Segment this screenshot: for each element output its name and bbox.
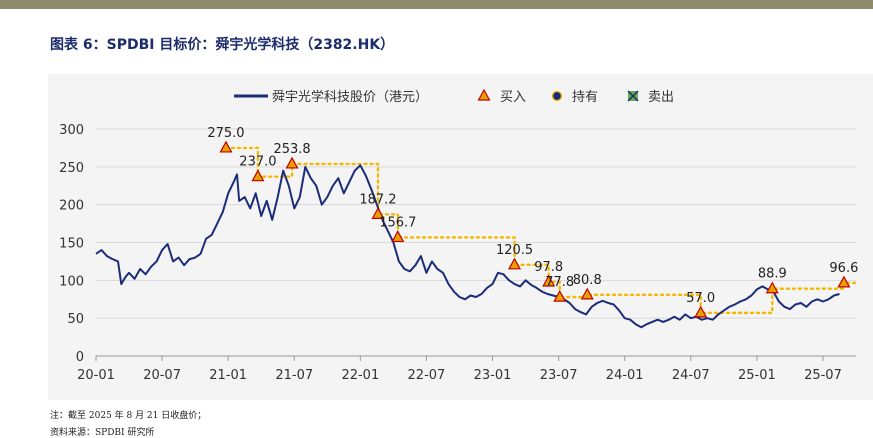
legend-buy-icon [477,88,491,101]
buy-marker [251,169,265,182]
x-tick-label: 25-07 [804,368,842,383]
legend-buy-label: 买入 [500,90,526,105]
buy-marker [542,274,556,287]
x-tick-label: 24-07 [672,368,710,383]
x-tick-label: 24-01 [606,368,644,383]
buy-marker [765,281,779,294]
x-tick-label: 21-07 [275,368,313,383]
legend-hold-label: 持有 [572,90,598,105]
target-price-label: 80.8 [573,273,602,288]
price-series-line [95,164,840,329]
buy-marker [694,305,708,318]
x-tick-label: 23-07 [540,368,578,383]
price-line-group [95,164,840,329]
footnote: 注：截至 2025 年 8 月 21 日收盘价； [50,411,207,421]
legend: 舜宇光学科技股价（港元） 买入 持有 卖出 [234,88,674,105]
y-tick-label: 150 [59,237,84,252]
y-tick-label: 50 [67,312,84,327]
target-price-label: 156.7 [379,215,416,230]
legend-sell-cross [627,90,639,102]
target-price-label: 57.0 [686,291,715,306]
buy-marker [219,140,233,153]
legend-price-label: 舜宇光学科技股价（港元） [272,89,428,105]
x-tick-label: 22-01 [341,368,379,383]
x-tick-label: 25-01 [738,368,776,383]
buy-markers [219,140,851,318]
buy-marker [371,207,385,219]
target-price-label: 120.5 [496,243,533,258]
target-price-label: 88.9 [758,267,787,282]
target-price-label: 96.6 [829,261,858,276]
grid-lines [96,128,856,357]
buy-marker [553,289,567,302]
target-price-label: 187.2 [359,192,396,207]
target-price-label: 97.8 [534,260,563,275]
figure-title: 图表 6：SPDBI 目标价：舜宇光学科技（2382.HK） [50,37,395,53]
x-tick-label: 21-01 [209,368,247,383]
buy-marker [837,275,851,288]
x-tick-label: 20-01 [77,368,115,383]
target-price-line [224,146,858,315]
buy-marker [285,156,299,169]
y-tick-label: 200 [59,199,84,214]
target-price-label: 77.8 [545,275,574,290]
x-tick-label: 22-07 [408,368,446,383]
header-bar [0,0,873,9]
y-tick-label: 300 [59,123,84,138]
buy-marker [391,230,405,243]
target-price-label: 253.8 [273,142,310,157]
buy-marker [580,287,594,300]
chart-area: 275.0 237.0 253.8 187.2 156.7 120.5 97.8 77.8 80… [48,74,873,400]
y-tick-label: 100 [59,274,84,289]
target-price-label: 237.0 [239,155,276,170]
target-price-step-line [224,146,858,315]
x-tick-label: 23-01 [474,368,512,383]
x-tick-label: 20-07 [143,368,181,383]
target-price-label: 275.0 [207,126,244,141]
y-tick-label: 250 [59,161,84,176]
legend-sell-label: 卖出 [648,90,674,105]
y-tick-label: 0 [76,350,84,365]
legend-hold-icon [551,90,563,102]
buy-marker [508,257,522,270]
source-note: 资料来源：SPDBI 研究所 [50,428,155,438]
axes: 0 50 100 150 200 250 300 20-01 20-07 21-01 21-07 22… [59,123,842,383]
